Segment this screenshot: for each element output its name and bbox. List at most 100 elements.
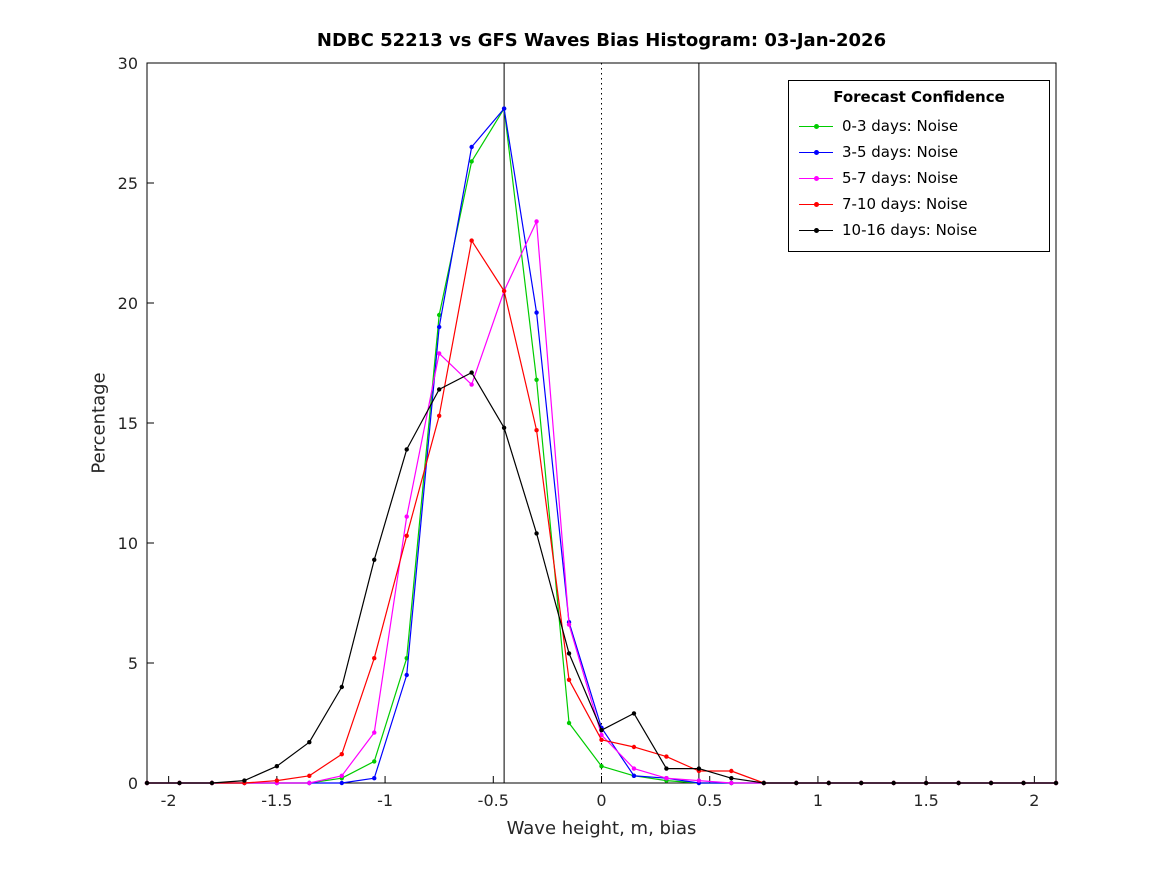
series-marker [729, 768, 734, 774]
series-marker [566, 677, 572, 682]
series-marker [631, 744, 637, 750]
series-marker [372, 759, 377, 764]
series-marker [404, 514, 409, 519]
series-marker [599, 737, 604, 742]
series-marker [436, 312, 442, 318]
series-marker [469, 382, 474, 387]
legend-line-swatch [799, 225, 833, 235]
series-marker [794, 780, 799, 786]
series-marker [307, 773, 312, 778]
series-marker [1053, 780, 1059, 786]
legend-line-swatch [799, 173, 833, 183]
y-tick-label: 15 [118, 414, 138, 433]
series-marker [144, 780, 150, 786]
legend-line-swatch [799, 199, 833, 209]
legend: Forecast Confidence 0-3 days: Noise 3-5 d… [788, 80, 1050, 252]
series-marker [501, 106, 507, 111]
legend-item: 3-5 days: Noise [799, 139, 1039, 165]
series-marker [631, 773, 637, 778]
series-marker [761, 780, 767, 786]
series-marker [566, 720, 572, 726]
legend-item-label: 0-3 days: Noise [842, 117, 959, 135]
x-tick-label: 1.5 [913, 791, 938, 810]
series-marker [566, 651, 572, 656]
y-tick-label: 10 [118, 534, 138, 553]
series-marker [988, 780, 994, 786]
series-marker [599, 732, 604, 738]
series-marker [729, 776, 734, 781]
legend-item-label: 7-10 days: Noise [842, 195, 968, 213]
series-marker [566, 622, 572, 627]
series-marker [664, 766, 669, 771]
series-marker [242, 778, 247, 783]
series-marker [631, 711, 637, 716]
series-marker [599, 728, 604, 733]
series-marker [339, 684, 344, 690]
y-tick-label: 0 [128, 774, 138, 793]
series-marker [436, 324, 442, 330]
y-axis-ticks: 0 5 10 15 20 25 30 [118, 54, 154, 793]
series-marker [307, 780, 312, 786]
legend-item-label: 10-16 days: Noise [842, 221, 978, 239]
x-tick-label: 1 [813, 791, 823, 810]
series-marker [664, 754, 669, 759]
x-axis-label: Wave height, m, bias [506, 818, 697, 839]
legend-title: Forecast Confidence [833, 88, 1005, 106]
series-marker [664, 776, 669, 781]
series-marker [891, 780, 896, 786]
y-tick-label: 20 [118, 294, 138, 313]
legend-item-label: 3-5 days: Noise [842, 143, 959, 161]
series-marker [372, 776, 377, 781]
y-axis-label: Percentage [88, 372, 110, 474]
legend-item: 0-3 days: Noise [799, 113, 1039, 139]
series-marker [501, 288, 507, 294]
series-marker [859, 780, 864, 786]
series-marker [729, 780, 734, 786]
series-marker [436, 413, 442, 418]
series-marker [307, 740, 312, 745]
series-marker [469, 370, 474, 375]
series-marker [404, 447, 409, 452]
series-marker [631, 766, 637, 771]
series-marker [436, 351, 442, 356]
x-tick-label: 2 [1029, 791, 1039, 810]
x-tick-label: -2 [161, 791, 177, 810]
series-marker [696, 778, 702, 783]
x-tick-label: 0.5 [697, 791, 722, 810]
series-marker [956, 780, 961, 786]
series-marker [339, 780, 344, 786]
legend-item-label: 5-7 days: Noise [842, 169, 959, 187]
y-tick-label: 30 [118, 54, 138, 73]
series-line [147, 240, 1056, 784]
series-marker [372, 730, 377, 735]
series-marker [599, 764, 604, 769]
series-marker [372, 557, 377, 562]
series-marker [534, 428, 539, 433]
legend-line-swatch [799, 121, 833, 131]
series-marker [534, 377, 539, 382]
series-marker [696, 766, 702, 771]
x-tick-label: -1.5 [261, 791, 292, 810]
legend-line-swatch [799, 147, 833, 157]
series-marker [209, 780, 215, 786]
series-marker [404, 533, 409, 538]
series-10-16 [144, 370, 1059, 786]
series-marker [534, 310, 539, 315]
legend-item: 5-7 days: Noise [799, 165, 1039, 191]
series-marker [469, 159, 474, 164]
series-marker [177, 780, 182, 786]
x-tick-label: -1 [377, 791, 393, 810]
series-marker [339, 752, 344, 757]
x-tick-label: 0 [596, 791, 606, 810]
series-marker [534, 531, 539, 536]
series-marker [404, 672, 409, 678]
legend-item: 10-16 days: Noise [799, 217, 1039, 243]
series-marker [501, 425, 507, 430]
series-marker [274, 764, 280, 769]
series-marker [436, 387, 442, 392]
series-marker [1021, 780, 1026, 786]
series-marker [826, 780, 831, 786]
x-axis-ticks: -2 -1.5 -1 -0.5 0 0.5 1 1.5 2 [161, 776, 1039, 810]
